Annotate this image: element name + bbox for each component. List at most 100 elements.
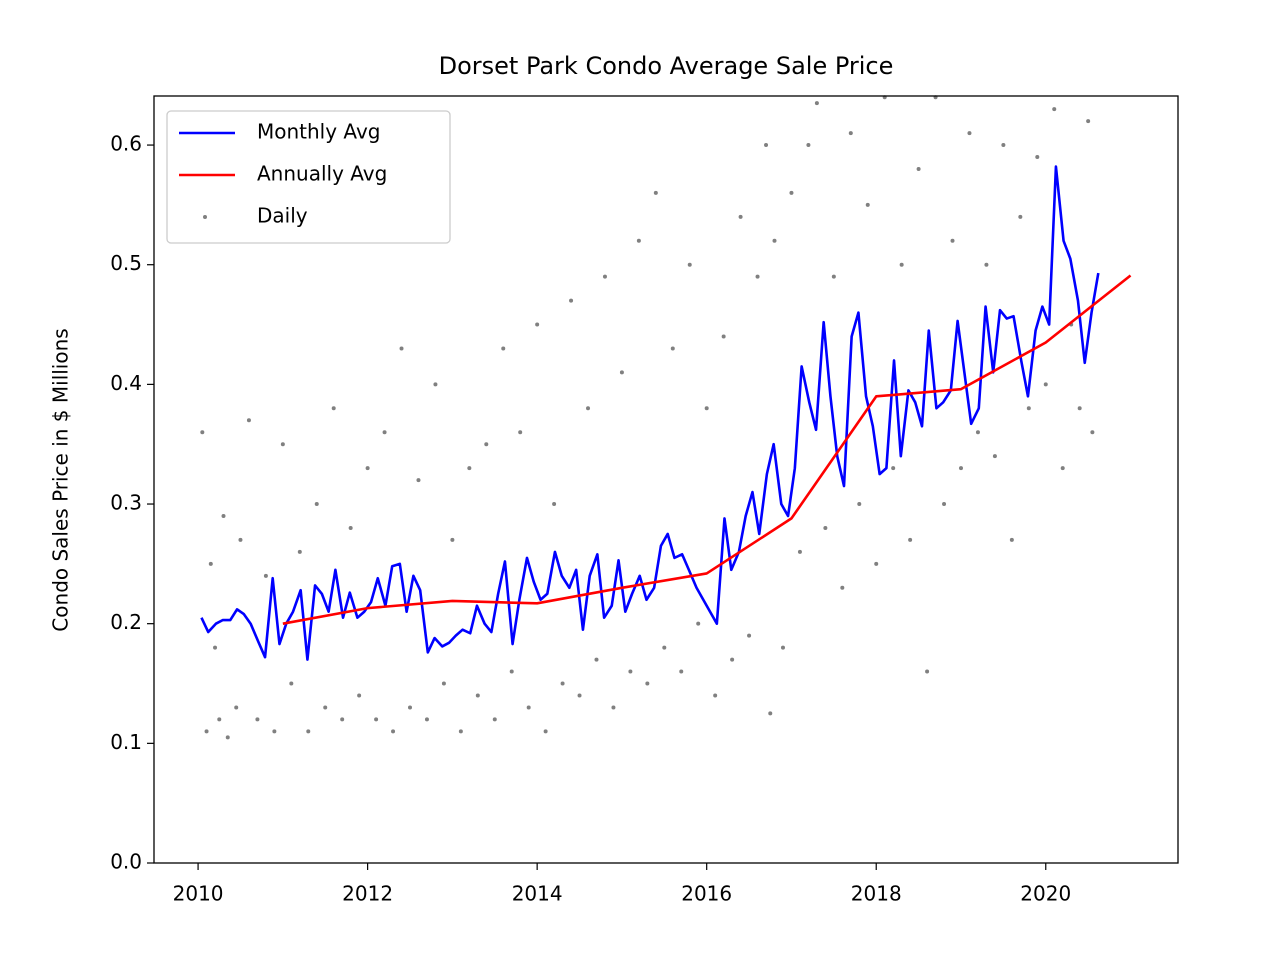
daily-point <box>552 502 557 507</box>
daily-point <box>1026 406 1031 411</box>
daily-point <box>857 502 862 507</box>
daily-point <box>501 346 506 351</box>
daily-point <box>1001 143 1006 148</box>
daily-point <box>297 549 302 554</box>
daily-point <box>687 262 692 267</box>
daily-point <box>323 705 328 710</box>
daily-point <box>569 298 574 303</box>
daily-point <box>1090 430 1095 435</box>
daily-point <box>772 238 777 243</box>
daily-point <box>916 166 921 171</box>
daily-point <box>246 418 251 423</box>
daily-point <box>831 274 836 279</box>
daily-point <box>348 525 353 530</box>
daily-point <box>806 143 811 148</box>
daily-point <box>535 322 540 327</box>
daily-point <box>289 681 294 686</box>
legend-label: Daily <box>257 204 308 228</box>
daily-point <box>1077 406 1082 411</box>
daily-point <box>225 735 230 740</box>
y-tick-label: 0.5 <box>110 251 142 275</box>
daily-point <box>365 466 370 471</box>
daily-point <box>755 274 760 279</box>
daily-point <box>441 681 446 686</box>
daily-point <box>645 681 650 686</box>
daily-point <box>399 346 404 351</box>
daily-point <box>984 262 989 267</box>
daily-point <box>213 645 218 650</box>
daily-point <box>424 717 429 722</box>
daily-point <box>611 705 616 710</box>
daily-point <box>467 466 472 471</box>
daily-point <box>950 238 955 243</box>
daily-point <box>925 669 930 674</box>
daily-point <box>891 466 896 471</box>
legend-marker <box>203 215 207 219</box>
daily-point <box>208 561 213 566</box>
daily-point <box>1018 214 1023 219</box>
daily-point <box>1009 537 1014 542</box>
daily-point <box>899 262 904 267</box>
daily-point <box>992 454 997 459</box>
x-tick-label: 2020 <box>1020 882 1071 906</box>
daily-point <box>416 478 421 483</box>
daily-point <box>314 502 319 507</box>
daily-point <box>738 214 743 219</box>
daily-point <box>975 430 980 435</box>
daily-point <box>594 657 599 662</box>
daily-point <box>602 274 607 279</box>
daily-point <box>391 729 396 734</box>
daily-point <box>492 717 497 722</box>
series-line <box>200 165 1100 661</box>
daily-point <box>1060 466 1065 471</box>
daily-point <box>1035 155 1040 160</box>
daily-point <box>797 549 802 554</box>
legend-box <box>166 110 451 244</box>
plot-frame <box>153 95 1179 864</box>
daily-point <box>577 693 582 698</box>
daily-point <box>543 729 548 734</box>
daily-point <box>619 370 624 375</box>
daily-point <box>967 131 972 136</box>
daily-point <box>560 681 565 686</box>
daily-point <box>874 561 879 566</box>
daily-point <box>357 693 362 698</box>
daily-point <box>408 705 412 710</box>
daily-point <box>1043 382 1048 387</box>
daily-point <box>450 537 455 542</box>
daily-point <box>586 406 591 411</box>
daily-point <box>221 513 226 518</box>
y-axis-label: Condo Sales Price in $ Millions <box>49 328 73 631</box>
y-tick-label: 0.4 <box>110 371 142 395</box>
daily-point <box>628 669 633 674</box>
legend-label: Annually Avg <box>257 162 387 186</box>
daily-point <box>1086 119 1091 124</box>
legend-label: Monthly Avg <box>257 120 380 144</box>
daily-point <box>764 143 769 148</box>
daily-point <box>374 717 379 722</box>
chart-title: Dorset Park Condo Average Sale Price <box>439 52 894 80</box>
daily-point <box>747 633 752 638</box>
y-tick-label: 0.2 <box>110 610 142 634</box>
x-tick-label: 2014 <box>512 882 563 906</box>
daily-point <box>272 729 277 734</box>
x-tick-label: 2016 <box>681 882 732 906</box>
daily-point <box>908 537 913 542</box>
daily-point <box>679 669 684 674</box>
daily-point <box>234 705 239 710</box>
daily-point <box>518 430 523 435</box>
daily-point <box>263 573 268 578</box>
daily-point <box>670 346 675 351</box>
daily-point <box>340 717 345 722</box>
daily-point <box>255 717 260 722</box>
daily-point <box>840 585 845 590</box>
daily-point <box>484 442 489 447</box>
x-tick-label: 2012 <box>342 882 393 906</box>
x-tick-label: 2010 <box>173 882 224 906</box>
daily-point <box>848 131 853 136</box>
y-tick-label: 0.0 <box>110 850 142 874</box>
daily-point <box>958 466 963 471</box>
daily-point <box>1052 107 1057 112</box>
daily-point <box>217 717 222 722</box>
daily-point <box>814 101 819 106</box>
